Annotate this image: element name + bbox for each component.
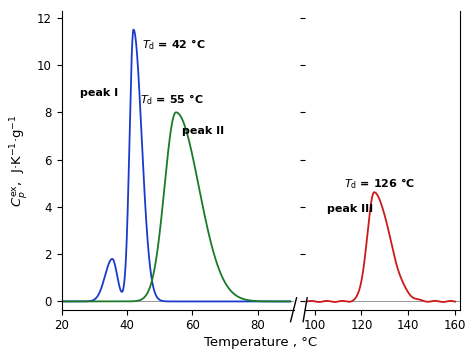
Text: $\mathit{T}_\mathrm{d}$ = 126 °C: $\mathit{T}_\mathrm{d}$ = 126 °C [344,176,415,190]
Text: peak I: peak I [80,88,118,98]
Text: $\mathit{T}_\mathrm{d}$ = 42 °C: $\mathit{T}_\mathrm{d}$ = 42 °C [142,37,205,52]
Y-axis label: $\mathit{C}_p^{\rm ex}$,  J·K$^{-1}$·g$^{-1}$: $\mathit{C}_p^{\rm ex}$, J·K$^{-1}$·g$^{… [9,114,31,206]
Text: $\mathit{T}_\mathrm{d}$ = 55 °C: $\mathit{T}_\mathrm{d}$ = 55 °C [140,92,203,107]
Text: peak III: peak III [328,204,374,214]
Text: Temperature , °C: Temperature , °C [204,336,317,349]
Text: peak II: peak II [182,126,225,136]
